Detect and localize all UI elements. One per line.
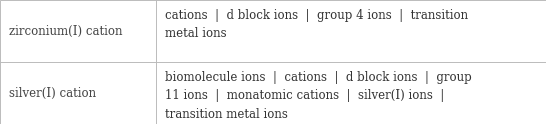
Text: zirconium(I) cation: zirconium(I) cation — [9, 25, 122, 37]
Text: cations  |  d block ions  |  group 4 ions  |  transition
metal ions: cations | d block ions | group 4 ions | … — [164, 9, 468, 41]
Text: silver(I) cation: silver(I) cation — [9, 87, 96, 99]
Text: biomolecule ions  |  cations  |  d block ions  |  group
11 ions  |  monatomic ca: biomolecule ions | cations | d block ion… — [164, 71, 471, 121]
